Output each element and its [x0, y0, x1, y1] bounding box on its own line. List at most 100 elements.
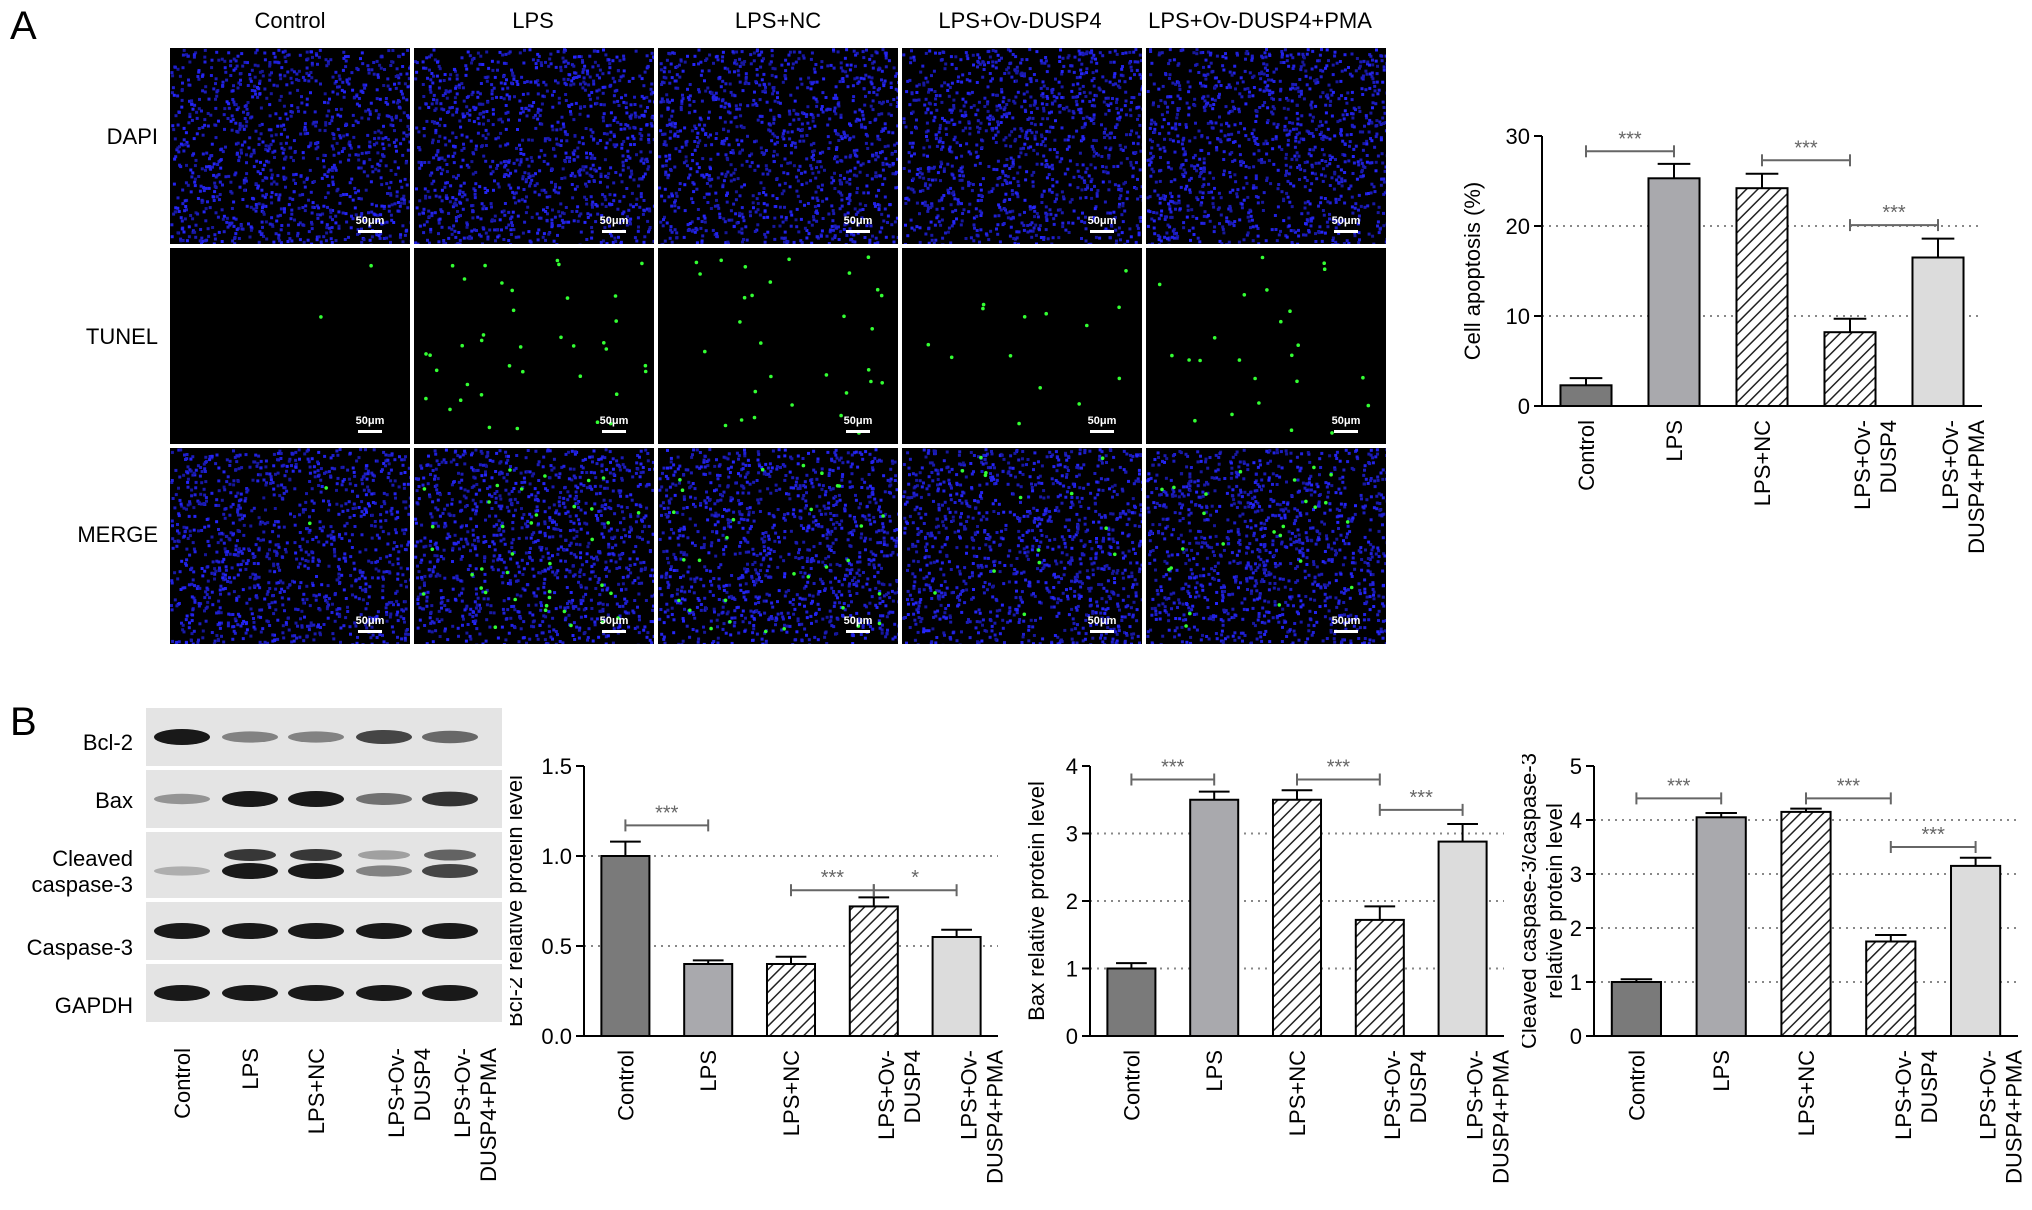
blot-band-cleaved-caspase-3-3: [356, 865, 412, 877]
blot-band-bax-2: [288, 791, 344, 807]
blot-band-gapdh-4: [422, 985, 478, 1001]
blot-lane-label-2: LPS+NC: [304, 1048, 329, 1134]
bar-lps-nc: [1735, 187, 1789, 407]
y-axis-label: Bcl-2 relative protein level: [510, 775, 527, 1027]
chart-cell-apoptosis: 0 10 20 30 Cell apoptosis (%) Control LPS LPS+N…: [1460, 124, 1989, 554]
significance-label: ***: [1161, 757, 1185, 779]
blot-band-bcl-2-1: [222, 731, 278, 743]
micro-tile-dapi-lps-nc: 50μm: [658, 48, 898, 244]
blot-band-cleaved-caspase-3-upper-4: [424, 849, 476, 861]
blot-band-bcl-2-4: [422, 730, 478, 744]
western-blot: [146, 708, 502, 1022]
bar-lps-nc: [765, 963, 817, 1037]
significance-label: ***: [1794, 137, 1818, 159]
panel-letter-b: B: [10, 700, 37, 744]
blot-band-gapdh-3: [356, 985, 412, 1001]
bar-lps-ov-dusp4: [1823, 331, 1877, 407]
blot-band-cleaved-caspase-3-upper-3: [358, 850, 410, 860]
scale-bar-label: 50μm: [1088, 215, 1117, 227]
significance-label: *: [911, 867, 919, 889]
significance-label: ***: [1882, 202, 1906, 224]
scale-bar-label: 50μm: [356, 215, 385, 227]
x-tick-label-control: Control: [1574, 420, 1599, 491]
y-axis-label: Cleaved caspase-3/caspase-3relative prot…: [1522, 753, 1567, 1049]
y-tick-label: 30: [1506, 124, 1530, 149]
blot-lane-label-0: Control: [170, 1048, 195, 1119]
blot-label-caspase3: Caspase-3: [26, 935, 133, 960]
blot-band-bax-0: [154, 793, 210, 805]
y-tick-label: 0: [1066, 1024, 1078, 1049]
bar-lps: [683, 963, 734, 1037]
micro-tile-tunel-lps-ov-dusp4-pma: 50μm: [1146, 248, 1386, 444]
blot-band-cleaved-caspase-3-4: [422, 864, 478, 878]
y-tick-label: 1: [1066, 957, 1078, 982]
x-tick-label-lps-ov-dusp4: LPS+Ov-DUSP4: [1891, 1050, 1942, 1140]
x-tick-label-control: Control: [613, 1050, 638, 1121]
x-tick-label-lps-ov-dusp4: LPS+Ov-DUSP4: [1380, 1050, 1431, 1140]
micro-tile-merge-lps: 50μm: [414, 448, 654, 644]
western-blot-lane-labels: Control LPS LPS+NC LPS+Ov-DUSP4 LPS+Ov-DUSP4…: [170, 1048, 501, 1182]
bar-lps-ov-dusp4-pma: [1950, 864, 2002, 1038]
y-tick-label: 1.0: [541, 844, 572, 869]
x-tick-label-lps-ov-dusp4-pma: LPS+Ov-DUSP4+PMA: [1938, 420, 1989, 554]
chart-bax: 0 1 2 3 4 Bax relative protein level Control LP…: [1024, 754, 1514, 1184]
y-tick-label: 0.0: [541, 1024, 572, 1049]
x-tick-label-lps-nc: LPS+NC: [1285, 1050, 1310, 1136]
y-axis-label: Cell apoptosis (%): [1460, 182, 1485, 361]
chart-bcl2: 0.0 0.5 1.0 1.5 Bcl-2 relative protein level…: [510, 754, 1008, 1184]
blot-band-gapdh-0: [154, 985, 210, 1001]
blot-band-bcl-2-3: [356, 730, 412, 744]
blot-band-cleaved-caspase-3-upper-2: [290, 849, 342, 861]
significance-label: ***: [1667, 775, 1691, 797]
micro-col-lps-ov-dusp4: LPS+Ov-DUSP4: [938, 8, 1102, 33]
microscopy-grid: 50μm 50μm 50μm 50μm 50μm 50μm 50μm 50μm 50μm 50μm…: [170, 48, 1386, 648]
blot-band-bcl-2-2: [288, 731, 344, 743]
scale-bar-label: 50μm: [356, 415, 385, 427]
bar-lps-ov-dusp4-pma: [1911, 256, 1965, 407]
scale-bar-label: 50μm: [844, 415, 873, 427]
blot-band-bcl-2-0: [154, 729, 210, 745]
y-tick-label: 5: [1570, 754, 1582, 779]
blot-band-cleaved-caspase-3-upper-1: [224, 849, 276, 861]
x-tick-label-lps: LPS: [1662, 420, 1687, 462]
blot-label-bax: Bax: [95, 788, 133, 813]
scale-bar-label: 50μm: [1332, 615, 1361, 627]
significance-label: ***: [1410, 787, 1434, 809]
scale-bar-label: 50μm: [600, 615, 629, 627]
blot-band-gapdh-2: [288, 985, 344, 1001]
micro-tile-tunel-lps-ov-dusp4: 50μm: [902, 248, 1142, 444]
micro-tile-dapi-lps: 50μm: [414, 48, 654, 244]
bar-lps-ov-dusp4: [1354, 918, 1405, 1037]
blot-lane-label-1: LPS: [238, 1048, 263, 1090]
micro-tile-merge-lps-ov-dusp4-pma: 50μm: [1146, 448, 1386, 644]
bar-lps-ov-dusp4: [1865, 940, 1917, 1037]
scale-bar-label: 50μm: [844, 215, 873, 227]
x-tick-label-lps: LPS: [1709, 1050, 1734, 1092]
panel-letter-a: A: [10, 4, 37, 48]
bar-lps-ov-dusp4-pma: [1437, 840, 1488, 1037]
bar-control: [1559, 384, 1613, 407]
micro-row-merge: MERGE: [77, 522, 158, 547]
significance-label: ***: [1327, 757, 1351, 779]
blot-band-cleaved-caspase-3-2: [288, 863, 344, 879]
x-tick-label-control: Control: [1624, 1050, 1649, 1121]
micro-tile-tunel-lps-nc: 50μm: [658, 248, 898, 444]
blot-label-gapdh: GAPDH: [54, 993, 133, 1018]
y-tick-label: 20: [1506, 214, 1530, 239]
scale-bar-label: 50μm: [1088, 615, 1117, 627]
scale-bar-label: 50μm: [1332, 415, 1361, 427]
micro-tile-dapi-lps-ov-dusp4-pma: 50μm: [1146, 48, 1386, 244]
micro-tile-dapi-control: 50μm: [170, 48, 410, 244]
y-tick-label: 3: [1066, 822, 1078, 847]
significance-label: ***: [1922, 824, 1946, 846]
blot-band-caspase-3-4: [422, 923, 478, 939]
y-tick-label: 1: [1570, 970, 1582, 995]
significance-label: ***: [1618, 128, 1642, 150]
blot-band-caspase-3-3: [356, 923, 412, 939]
blot-band-cleaved-caspase-3-1: [222, 863, 278, 879]
x-tick-label-lps-ov-dusp4-pma: LPS+Ov-DUSP4+PMA: [1976, 1050, 2027, 1184]
scale-bar-label: 50μm: [1332, 215, 1361, 227]
micro-tile-merge-lps-nc: 50μm: [658, 448, 898, 644]
blot-band-caspase-3-0: [154, 923, 210, 939]
